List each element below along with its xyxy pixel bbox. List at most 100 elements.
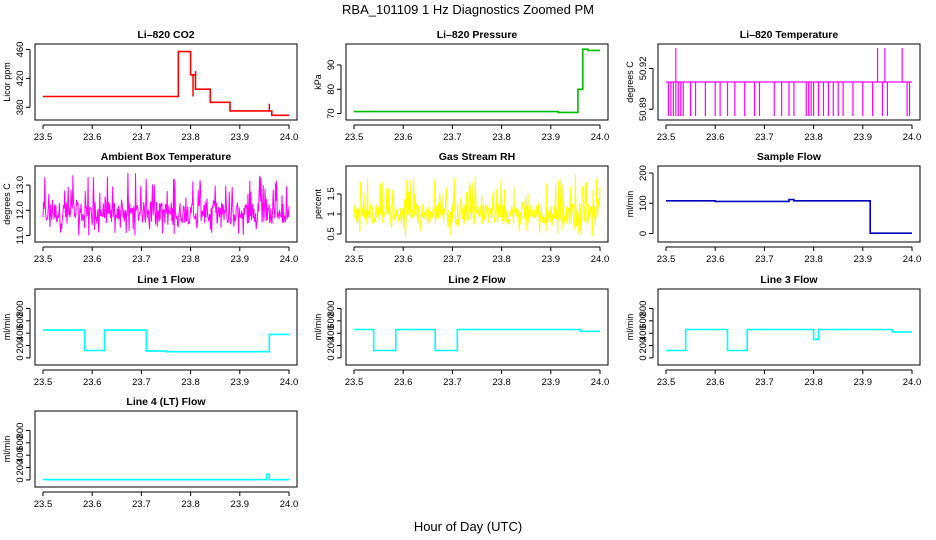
plot-frame <box>345 165 609 243</box>
x-tick-label: 23.5 <box>657 132 676 143</box>
x-tick-label: 23.7 <box>132 377 151 388</box>
x-axis: 23.5 23.6 23.7 23.8 23.9 24.0 <box>345 369 609 388</box>
series-pressure <box>354 48 600 114</box>
series-li_temp <box>666 48 912 116</box>
y-tick-label: 400 <box>15 325 26 341</box>
y-tick-label: 0 <box>638 355 649 360</box>
y-axis: 11.0 12.0 13.0 <box>15 176 31 244</box>
plot-frame <box>34 410 298 488</box>
x-tick-label: 23.5 <box>34 499 53 510</box>
panel-line4: Line 4 (LT) Flow 23.5 23.6 23.7 23.8 23.9 24.0… <box>2 396 298 510</box>
x-tick-label: 23.6 <box>394 254 413 265</box>
series-line <box>353 174 601 237</box>
plot-frame <box>34 288 298 366</box>
y-tick-label: 600 <box>15 313 26 329</box>
series-line <box>43 329 289 353</box>
y-tick-label: 800 <box>15 423 26 439</box>
x-axis: 23.5 23.6 23.7 23.8 23.9 24.0 <box>34 369 299 388</box>
y-axis: 0.5 1 1.5 <box>326 187 342 241</box>
y-tick-label: 50.89 <box>638 97 649 121</box>
y-tick-label: 100 <box>638 195 649 211</box>
series-box_temp <box>42 172 290 236</box>
x-tick-label: 23.6 <box>83 254 102 265</box>
x-tick-label: 23.9 <box>231 377 250 388</box>
panel-title: Li–820 Pressure <box>437 29 518 41</box>
y-tick-label: 0 <box>326 355 337 360</box>
y-tick-label: 800 <box>326 301 337 317</box>
y-axis-label: ml/min <box>625 191 635 218</box>
x-tick-label: 24.0 <box>280 132 299 143</box>
x-tick-label: 23.7 <box>443 132 462 143</box>
x-tick-label: 24.0 <box>903 132 922 143</box>
x-tick-label: 23.9 <box>854 132 873 143</box>
y-tick-label: 200 <box>638 338 649 354</box>
x-tick-label: 23.9 <box>231 254 250 265</box>
y-tick-label: 0 <box>638 231 649 236</box>
panel-title: Ambient Box Temperature <box>101 151 232 163</box>
x-tick-label: 24.0 <box>591 254 610 265</box>
panel-line3: Line 3 Flow 23.5 23.6 23.7 23.8 23.9 24.0 02004… <box>625 274 921 388</box>
y-axis-label: degrees C <box>2 183 12 225</box>
y-tick-label: 12.0 <box>15 201 26 220</box>
plot-frame <box>657 288 921 366</box>
series-line4 <box>43 473 289 481</box>
x-tick-label: 24.0 <box>903 254 922 265</box>
panel-line1: Line 1 Flow 23.5 23.6 23.7 23.8 23.9 24.0 02004… <box>2 274 298 388</box>
y-tick-label: 460 <box>15 42 26 58</box>
panel-title: Line 4 (LT) Flow <box>126 396 206 408</box>
plot-frame <box>34 165 298 243</box>
y-axis-label: degrees C <box>625 61 635 103</box>
series-line1 <box>43 329 289 353</box>
y-axis-label: percent <box>313 188 323 219</box>
x-tick-label: 23.9 <box>854 254 873 265</box>
x-tick-label: 23.6 <box>706 254 725 265</box>
panel-title: Gas Stream RH <box>439 151 515 163</box>
x-tick-label: 23.9 <box>231 132 250 143</box>
panel-pressure: Li–820 Pressure 23.5 23.6 23.7 23.8 23.9 24.0 7… <box>313 29 609 143</box>
plot-frame <box>34 43 298 121</box>
y-tick-label: 1.5 <box>326 187 337 200</box>
y-axis: 50.89 50.92 <box>638 57 654 121</box>
y-tick-label: 1 <box>326 211 337 216</box>
figure-title: RBA_101109 1 Hz Diagnostics Zoomed PM <box>342 2 594 17</box>
panel-title: Line 2 Flow <box>448 274 506 286</box>
y-tick-label: 420 <box>15 70 26 86</box>
series-line <box>43 473 289 481</box>
series-line <box>354 328 600 352</box>
series-line3 <box>666 328 912 352</box>
x-tick-label: 23.6 <box>394 132 413 143</box>
y-tick-label: 600 <box>15 435 26 451</box>
y-tick-label: 0 <box>15 477 26 482</box>
series-co2 <box>43 50 289 117</box>
y-tick-label: 600 <box>326 313 337 329</box>
y-axis-label: ml/min <box>2 436 12 463</box>
y-axis-label: Licor ppm <box>2 62 12 102</box>
x-tick-label: 24.0 <box>280 377 299 388</box>
x-tick-label: 23.8 <box>804 377 823 388</box>
x-tick-label: 23.5 <box>34 254 53 265</box>
plot-frame <box>345 43 609 121</box>
x-axis: 23.5 23.6 23.7 23.8 23.9 24.0 <box>657 246 922 265</box>
y-tick-label: 0 <box>15 355 26 360</box>
y-tick-label: 50.92 <box>638 57 649 81</box>
panel-title: Sample Flow <box>757 151 822 163</box>
x-tick-label: 24.0 <box>280 254 299 265</box>
series-sample_flow <box>666 198 912 234</box>
x-tick-label: 23.7 <box>755 132 774 143</box>
series-line <box>42 172 290 236</box>
y-tick-label: 70 <box>326 108 337 119</box>
panel-title: Line 1 Flow <box>137 274 195 286</box>
y-axis-label: ml/min <box>313 314 323 341</box>
panel-title: Line 3 Flow <box>760 274 818 286</box>
x-tick-label: 23.6 <box>83 132 102 143</box>
y-tick-label: 400 <box>638 325 649 341</box>
x-tick-label: 23.6 <box>706 377 725 388</box>
x-tick-label: 23.8 <box>804 254 823 265</box>
y-tick-label: 90 <box>326 60 337 71</box>
x-tick-label: 23.7 <box>755 377 774 388</box>
